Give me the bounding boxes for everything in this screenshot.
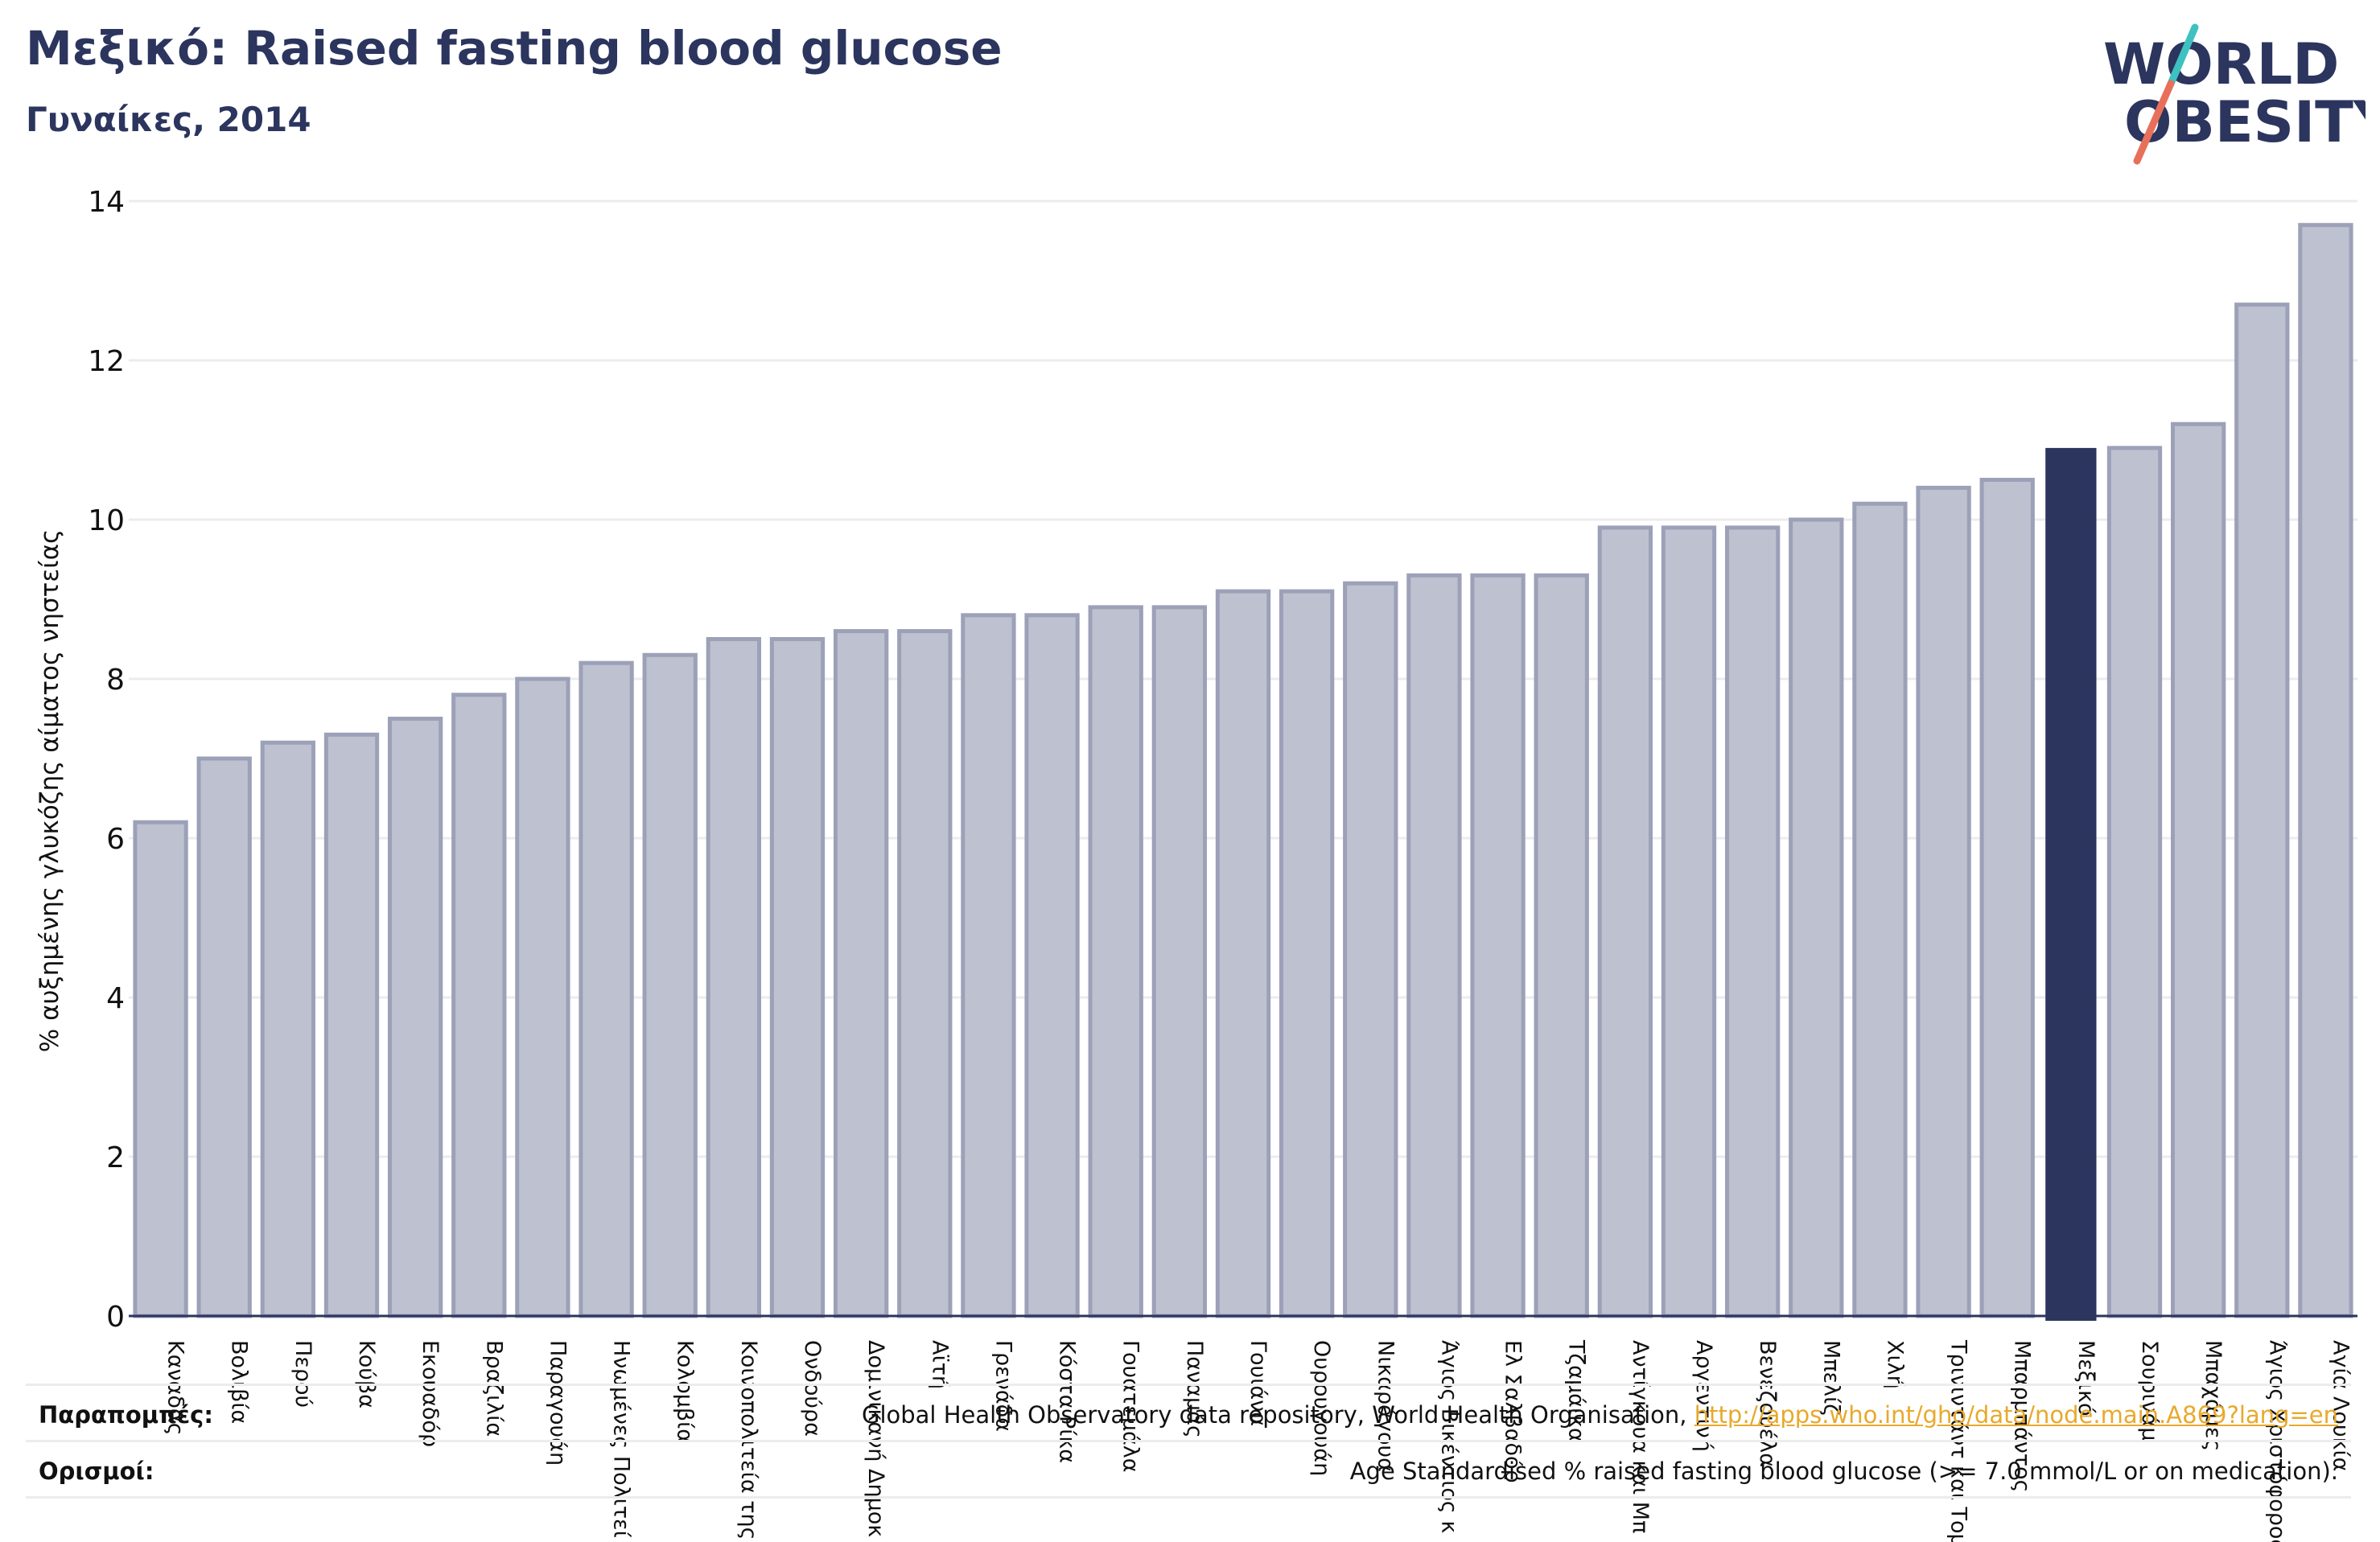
bar [2106, 446, 2163, 1318]
x-tick-label: Αϊτή [927, 1340, 952, 1389]
bar [579, 660, 634, 1318]
bar [1789, 517, 1844, 1318]
y-axis-ticks: 0 2 4 6 8 10 12 14 [88, 186, 125, 1334]
x-tick-label: Αγία Λουκία [2328, 1340, 2353, 1471]
notes-divider-bottom [26, 1496, 2351, 1499]
x-tick-label: Εκουαδόρ [418, 1340, 443, 1447]
bar [451, 693, 507, 1318]
bar [1024, 613, 1080, 1318]
x-tick-label: Βραζιλία [481, 1340, 506, 1437]
bar [1852, 501, 1908, 1318]
x-tick-label: Γουιάνα [1246, 1340, 1270, 1426]
bars [133, 223, 2353, 1321]
logo-line1: WORLD [2103, 31, 2339, 97]
bar-highlight [2045, 447, 2097, 1321]
bar [515, 676, 570, 1318]
y-tick-label: 12 [88, 345, 125, 378]
bar [1343, 581, 1398, 1318]
bar [1979, 478, 2035, 1318]
y-tick-label: 2 [106, 1141, 125, 1174]
sources-text: Global Health Observatory data repositor… [862, 1401, 2338, 1429]
bar [196, 756, 252, 1318]
bar [1661, 525, 1717, 1318]
y-tick-label: 14 [88, 186, 125, 219]
chart-subtitle: Γυναίκες, 2014 [26, 100, 311, 139]
x-tick-label: Νικαράγουα [1373, 1340, 1398, 1472]
y-tick-label: 8 [106, 664, 125, 697]
bar [1406, 573, 1462, 1318]
bar [2298, 223, 2353, 1318]
logo-accent-teal [2167, 23, 2199, 88]
x-tick-label: Παραγουάη [545, 1340, 570, 1466]
bar [1724, 525, 1781, 1318]
y-tick-label: 10 [88, 504, 125, 537]
y-tick-label: 0 [106, 1301, 125, 1334]
bar [1916, 485, 1971, 1318]
sources-link[interactable]: http://apps.who.int/gho/data/node.main.A… [1694, 1401, 2338, 1429]
x-tick-label: Άγιος Βικέντιος κ [1436, 1340, 1461, 1533]
x-tick-label: Μπελίζ [1818, 1340, 1843, 1416]
x-tick-label: Ελ Σαλβαδόρ [1501, 1340, 1526, 1483]
bar [1597, 525, 1653, 1318]
bar [769, 637, 826, 1318]
x-tick-label: Τζαμάικα [1564, 1339, 1589, 1442]
chart-title: Μεξικό: Raised fasting blood glucose [26, 21, 1003, 76]
bar [260, 740, 316, 1318]
bar [2234, 302, 2290, 1318]
bar [1151, 605, 1208, 1318]
bar [642, 652, 698, 1318]
bar [706, 637, 762, 1318]
x-tick-label: Ουρουγουάη [1309, 1340, 1334, 1476]
world-obesity-logo: WORLD OBESITY [2103, 23, 2366, 165]
x-tick-label: Κόστα Ρίκα [1055, 1340, 1080, 1463]
x-tick-label: Βολιβία [227, 1340, 252, 1424]
x-tick-label: Μπαρμπάντος [2010, 1340, 2035, 1492]
bar [1534, 573, 1589, 1318]
bar [387, 717, 443, 1318]
definitions-row: Ορισμοί: Age Standardised % raised fasti… [26, 1440, 2351, 1496]
x-tick-label: Σουρινάμ [2137, 1340, 2162, 1441]
x-tick-label: Κούβα [354, 1340, 379, 1408]
x-tick-label: Κολομβία [673, 1340, 698, 1443]
x-tick-label: Μπαχάμες [2201, 1340, 2226, 1451]
x-tick-label: Βενεζουέλα [1755, 1340, 1780, 1467]
bar [2170, 421, 2226, 1318]
x-tick-label: Ονδούρα [800, 1340, 825, 1437]
notes-divider-middle [26, 1440, 2351, 1442]
bar [1215, 589, 1271, 1318]
logo-accent-coral [2133, 80, 2175, 165]
bar [961, 613, 1016, 1318]
x-tick-label: Χιλή [1882, 1340, 1907, 1389]
bar [1088, 605, 1143, 1318]
x-tick-label: Μεξικό [2073, 1340, 2098, 1417]
bar [897, 629, 953, 1318]
x-tick-label: Καναδάς [163, 1340, 188, 1436]
y-tick-label: 4 [106, 982, 125, 1015]
bar [1279, 589, 1335, 1318]
x-tick-label: Περού [290, 1340, 315, 1408]
bar [1470, 573, 1526, 1318]
sources-label: Παραπομπές: [39, 1401, 213, 1429]
definitions-label: Ορισμοί: [39, 1458, 154, 1485]
x-tick-label: Δομινικανή Δημοκ [863, 1340, 888, 1537]
definitions-text: Age Standardised % raised fasting blood … [1349, 1458, 2338, 1485]
x-tick-label: Αργεντινή [1691, 1340, 1716, 1452]
x-tick-label: Παναμάς [1182, 1340, 1207, 1438]
y-axis-label: % αυξημένης γλυκόζης αίματος νηστείας [35, 529, 64, 1052]
y-tick-label: 6 [106, 823, 125, 856]
x-axis-ticks: Καναδάς Βολιβία Περού Κούβα Εκουαδόρ Βραζιλία… [163, 1339, 2353, 1542]
x-tick-label: Γουατεμάλα [1118, 1340, 1143, 1473]
sources-body: Global Health Observatory data repositor… [861, 1401, 1694, 1429]
x-tick-label: Ηνωμένες Πολιτεί [609, 1340, 634, 1538]
bar [833, 629, 889, 1318]
bar [133, 820, 188, 1318]
notes-divider-top [26, 1384, 2351, 1386]
bar [323, 732, 380, 1318]
x-tick-label: Αντίγκουα και Μπ [1628, 1340, 1653, 1533]
sources-row: Παραπομπές: Global Health Observatory da… [26, 1384, 2351, 1440]
